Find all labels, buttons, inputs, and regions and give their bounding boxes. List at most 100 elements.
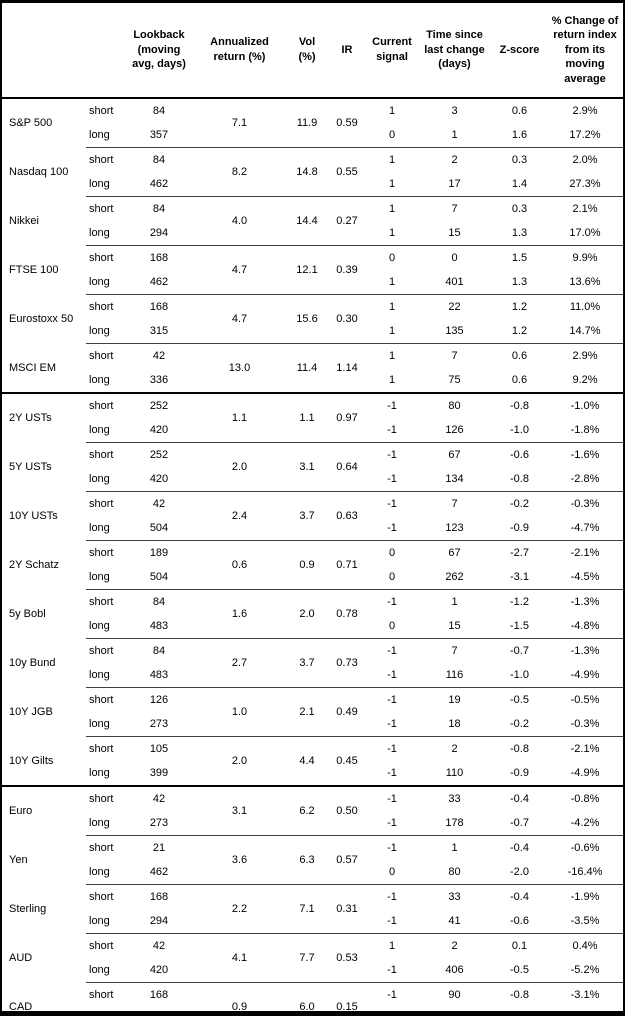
current-signal-value: 1: [367, 147, 417, 172]
pct-change-value: 2.9%: [547, 343, 623, 368]
z-score-value: -1.0: [510, 424, 529, 436]
leg-label: short: [86, 785, 126, 811]
current-signal-value: 1: [388, 374, 396, 386]
asset-group-nikkei: Nikkei short 84 4.0 14.4 0.27 1 7 0.3 2.1% long 294…: [2, 196, 623, 246]
days-since-change-value: 2: [417, 933, 492, 958]
vol-value: 1.1: [287, 392, 327, 443]
current-signal-value: -1: [367, 687, 417, 712]
leg-label: short: [86, 687, 126, 712]
asset-name: Nasdaq 100: [9, 166, 69, 178]
ir-value: 0.97: [327, 392, 367, 443]
table-row: long 483 0 15 -1.5 -4.8%: [2, 614, 623, 639]
ir-value: 0.53: [327, 933, 367, 983]
lookback-value: 294: [149, 915, 169, 927]
days-since-change-value: 41: [448, 915, 461, 927]
lookback-value: 336: [149, 374, 169, 386]
current-signal-value: 1: [367, 933, 417, 958]
lookback-value: 84: [126, 147, 192, 172]
current-signal-value: 1: [388, 276, 396, 288]
days-since-change-value: 7: [417, 196, 492, 221]
lookback-value: 252: [126, 392, 192, 418]
vol-value: 6.3: [287, 835, 327, 885]
current-signal-value: 0: [367, 245, 417, 270]
lookback-value: 168: [126, 884, 192, 909]
z-score-value: -0.2: [492, 491, 547, 516]
annualized-return-value: 2.7: [192, 638, 287, 688]
lookback-value: 84: [126, 589, 192, 614]
leg-label: long: [89, 571, 110, 583]
table-row: Nasdaq 100 short 84 8.2 14.8 0.55 1 2 0.3 2.0%: [2, 147, 623, 197]
asset-name: 10Y JGB: [9, 706, 53, 718]
current-signal-value: 1: [388, 325, 396, 337]
leg-label: long: [89, 129, 110, 141]
table-row: S&P 500 short 84 7.1 11.9 0.59 1 3 0.6 2.9%: [2, 98, 623, 129]
annualized-return-value: 13.0: [192, 343, 287, 393]
z-score-value: -0.5: [492, 687, 547, 712]
vol-value: 3.7: [287, 491, 327, 541]
pct-change-value: -4.9%: [570, 669, 600, 681]
ir-value: 0.39: [327, 245, 367, 295]
current-signal-value: -1: [387, 718, 397, 730]
pct-change-value: 2.1%: [547, 196, 623, 221]
table-row: 2Y USTs short 252 1.1 1.1 0.97 -1 80 -0.8 -1.0%: [2, 392, 623, 443]
vol-value: 14.4: [287, 196, 327, 246]
table-row: Eurostoxx 50 short 168 4.7 15.6 0.30 1 22 1.2 11.…: [2, 294, 623, 344]
days-since-change-value: 75: [448, 374, 461, 386]
z-score-value: -0.7: [492, 638, 547, 663]
leg-label: long: [89, 866, 110, 878]
days-since-change-value: 1: [451, 129, 458, 141]
table-row: 10Y Gilts short 105 2.0 4.4 0.45 -1 2 -0.8 -2.1%: [2, 736, 623, 786]
current-signal-value: -1: [367, 884, 417, 909]
lookback-value: 42: [126, 343, 192, 368]
current-signal-value: -1: [367, 589, 417, 614]
vol-value: 11.9: [296, 117, 318, 129]
pct-change-value: -0.5%: [547, 687, 623, 712]
ir-value: 0.49: [327, 687, 367, 737]
asset-group-eurostoxx-50: Eurostoxx 50 short 168 4.7 15.6 0.30 1 22 1.2 11.…: [2, 294, 623, 344]
pct-change-value: -4.9%: [570, 767, 600, 779]
pct-change-value: -2.8%: [570, 473, 600, 485]
days-since-change-value: 15: [448, 227, 461, 239]
days-since-change-value: 18: [448, 718, 461, 730]
days-since-change-value: 126: [445, 424, 464, 436]
vol-value: 7.7: [287, 933, 327, 983]
vol-value: 0.9: [287, 540, 327, 590]
annualized-return-value: 2.4: [192, 491, 287, 541]
leg-label: short: [86, 589, 126, 614]
days-since-change-value: 116: [445, 669, 464, 681]
z-score-value: -0.9: [510, 522, 529, 534]
ir-value: 0.71: [327, 540, 367, 590]
z-score-value: 1.4: [511, 178, 528, 190]
table-row: long 336 1 75 0.6 9.2%: [2, 368, 623, 393]
vol-value: 4.4: [287, 736, 327, 786]
vol-value: 3.1: [287, 442, 327, 492]
current-signal-value: -1: [387, 669, 397, 681]
current-signal-value: -1: [367, 1007, 417, 1011]
table-row: CAD short 168 0.9 6.0 0.15 -1 90 -0.8 -3.1%: [2, 982, 623, 1011]
vol-value: 2.1: [287, 687, 327, 737]
lookback-value: 273: [149, 718, 169, 730]
days-since-change-value: 110: [445, 767, 464, 779]
current-signal-value: -1: [387, 767, 397, 779]
leg-label: long: [89, 718, 110, 730]
pct-change-value: 11.0%: [547, 294, 623, 319]
leg-label: short: [86, 982, 126, 1007]
leg-label: short: [86, 736, 126, 761]
current-signal-value: -1: [367, 736, 417, 761]
lookback-value: 42: [126, 491, 192, 516]
vol-value: 7.1: [287, 884, 327, 934]
table-row: Euro short 42 3.1 6.2 0.50 -1 33 -0.4 -0.8%: [2, 785, 623, 836]
days-since-change-value: 80: [417, 392, 492, 418]
leg-label: short: [86, 147, 126, 172]
leg-label: short: [86, 294, 126, 319]
z-score-value: 1.6: [511, 129, 528, 141]
z-score-value: -0.4: [492, 785, 547, 811]
pct-change-value: -4.2%: [570, 817, 600, 829]
days-since-change-value: 80: [448, 866, 461, 878]
days-since-change-value: 496: [417, 1007, 492, 1011]
annualized-return-value: 1.0: [192, 687, 287, 737]
days-since-change-value: 22: [417, 294, 492, 319]
current-signal-value: 1: [367, 343, 417, 368]
leg-label: short: [86, 245, 126, 270]
lookback-value: 168: [126, 245, 192, 270]
